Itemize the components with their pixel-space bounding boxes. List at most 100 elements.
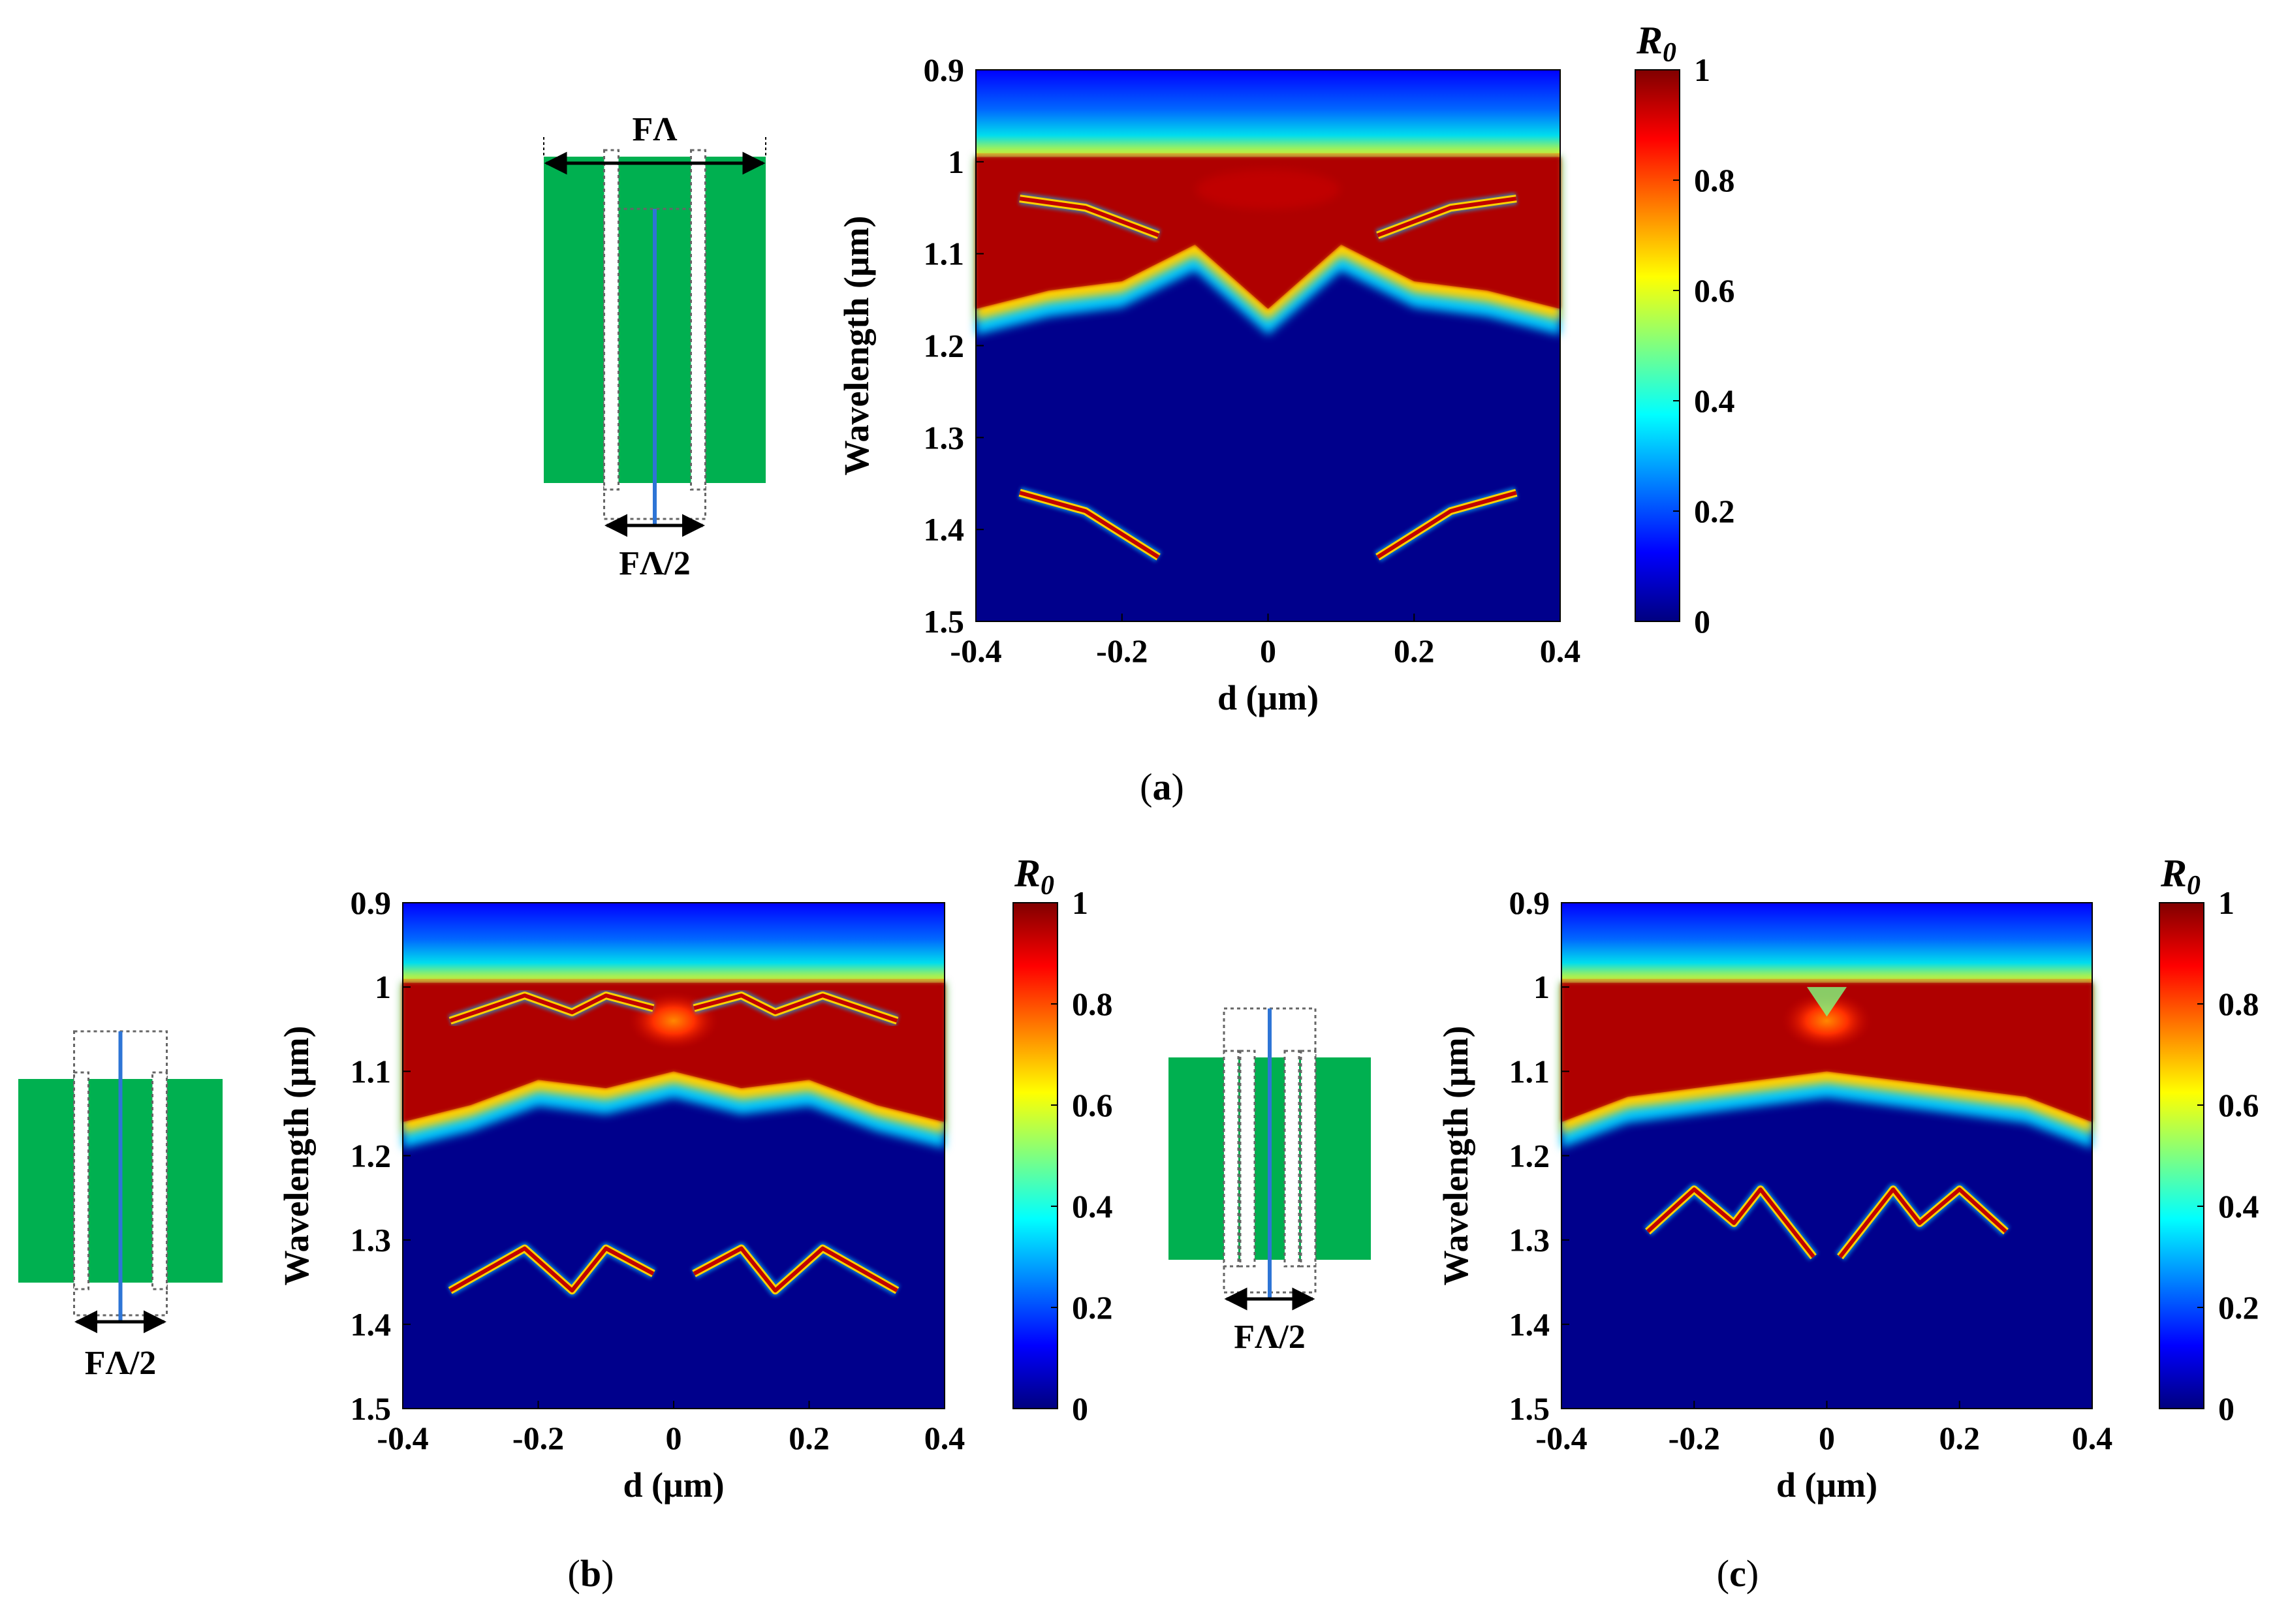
- y-tick-label: 1: [375, 969, 391, 1005]
- axes-b: -0.4 -0.2 0 0.2 0.4 0.9 1 1.1 1.2 1.3 1.4 1.5 d (μm)…: [277, 884, 965, 1505]
- half-period-label: FΛ/2: [1234, 1319, 1305, 1356]
- y-tick-label: 1.5: [1509, 1390, 1550, 1427]
- resonance-curve: [1838, 1187, 2007, 1258]
- panel-caption: (c): [1717, 1552, 1759, 1595]
- resonance-curve: [693, 993, 898, 1023]
- y-tick-label: 1: [948, 144, 964, 180]
- colorbar-title: R0: [1014, 852, 1054, 901]
- central-hot-spot: [1781, 991, 1873, 1050]
- colorbar-tick-label: 0: [1072, 1390, 1088, 1427]
- slot: [1223, 1050, 1240, 1268]
- caption-close: ): [1172, 766, 1184, 808]
- y-tick-label: 1.4: [351, 1306, 392, 1343]
- colorbar-tick-label: 0.4: [1072, 1188, 1113, 1225]
- y-tick-label: 1.3: [351, 1222, 392, 1258]
- colorbar-tick-label: 0: [1694, 603, 1710, 640]
- slot: [1300, 1050, 1317, 1268]
- colorbar-tick-label: 0.2: [1072, 1289, 1113, 1326]
- colorbar-tick-label: 0.4: [1694, 383, 1735, 419]
- resonance-curve: [1377, 196, 1517, 238]
- x-tick-label: 0.2: [789, 1420, 830, 1456]
- y-tick-label: 1.1: [1509, 1053, 1550, 1089]
- colorbar-tick-label: 0.6: [1072, 1087, 1113, 1123]
- x-tick-label: -0.4: [950, 632, 1001, 669]
- upper-transition-band: [976, 70, 1560, 157]
- axes-a: -0.4 -0.2 0 0.2 0.4 0.9 1 1.1 1.2 1.3 1.4 1.5 d (μm)…: [837, 52, 1580, 717]
- y-tick-label: 1.2: [924, 328, 965, 364]
- panel-caption: (a): [1140, 766, 1184, 808]
- x-tick-label: -0.2: [512, 1420, 564, 1456]
- x-axis-label: d (μm): [623, 1465, 724, 1505]
- axes-c: -0.4 -0.2 0 0.2 0.4 0.9 1 1.1 1.2 1.3 1.4 1.5 d (μm)…: [1436, 884, 2112, 1505]
- colorbar-title-main: R: [2160, 852, 2187, 895]
- colorbar-tick-label: 0.2: [2218, 1289, 2259, 1326]
- caption-open: (: [1717, 1552, 1729, 1595]
- caption-letter: c: [1729, 1552, 1746, 1595]
- colorbar-title-sub: 0: [1041, 871, 1054, 901]
- x-tick-label: 0.4: [2072, 1420, 2113, 1456]
- colorbar-tick-label: 0.6: [2218, 1087, 2259, 1123]
- resonance-curve: [449, 1246, 655, 1293]
- x-tick-label: 0: [1819, 1420, 1835, 1456]
- slot: [690, 149, 706, 491]
- heatmap-c: [1561, 903, 2092, 1409]
- upper-edge-line: [1561, 978, 2092, 986]
- colorbar-title-main: R: [1636, 19, 1663, 62]
- x-tick-label: -0.2: [1669, 1420, 1720, 1456]
- colorbar-title: R0: [1636, 19, 1676, 68]
- y-tick-label: 0.9: [1509, 884, 1550, 921]
- x-tick-label: 0: [666, 1420, 682, 1456]
- center-lobe: [1196, 170, 1340, 210]
- upper-transition-band: [403, 903, 945, 983]
- high-reflectance-core: [976, 157, 1560, 309]
- y-tick-label: 1.4: [1509, 1306, 1550, 1343]
- colorbar-gradient: [1012, 902, 1058, 1409]
- colorbar-tick-label: 0.6: [1694, 272, 1735, 309]
- colorbar-tick-label: 0.8: [1072, 986, 1113, 1022]
- y-tick-label: 0.9: [351, 884, 392, 921]
- y-tick-label: 1.5: [351, 1390, 392, 1427]
- colorbar-title-main: R: [1014, 852, 1041, 895]
- y-tick-label: 1.3: [924, 419, 965, 456]
- resonance-curve: [1019, 490, 1160, 559]
- structure-inset-a: FΛ/2 FΛ: [543, 111, 766, 582]
- x-axis-label: d (μm): [1217, 678, 1319, 717]
- slot: [73, 1071, 89, 1290]
- colorbar-tick-label: 0.8: [2218, 986, 2259, 1022]
- y-axis-label: Wavelength (μm): [837, 215, 876, 475]
- y-axis-label: Wavelength (μm): [1436, 1025, 1475, 1285]
- y-tick-label: 0.9: [924, 52, 965, 88]
- x-tick-label: 0.4: [1540, 632, 1581, 669]
- x-tick-label: 0.2: [1394, 632, 1435, 669]
- high-reflectance-core: [1561, 982, 2092, 1122]
- panel-b: -0.4 -0.2 0 0.2 0.4 0.9 1 1.1 1.2 1.3 1.4 1.5 d (μm)…: [18, 852, 1113, 1595]
- y-tick-label: 1.3: [1509, 1222, 1550, 1258]
- colorbar-title-sub: 0: [2187, 871, 2201, 901]
- y-tick-label: 1.4: [924, 511, 965, 548]
- y-axis-label: Wavelength (μm): [277, 1025, 316, 1285]
- high-reflectance-core: [403, 982, 945, 1122]
- structure-inset-c: FΛ/2: [1168, 1007, 1371, 1356]
- x-tick-label: 0: [1260, 632, 1276, 669]
- caption-letter: b: [580, 1552, 601, 1595]
- colorbar-tick-label: 0.4: [2218, 1188, 2259, 1225]
- resonance-curve: [1019, 196, 1159, 238]
- x-tick-label: -0.4: [1535, 1420, 1587, 1456]
- y-tick-label: 1.2: [1509, 1138, 1550, 1174]
- half-period-label: FΛ/2: [619, 545, 690, 582]
- central-notch: [1807, 987, 1847, 1017]
- upper-edge-line: [403, 978, 945, 986]
- x-tick-label: 0.4: [924, 1420, 965, 1456]
- slot: [1283, 1050, 1300, 1268]
- resonance-curve: [1376, 490, 1517, 559]
- caption-open: (: [1140, 766, 1152, 808]
- y-tick-label: 1.2: [351, 1138, 392, 1174]
- structure-inset-b: FΛ/2: [18, 1030, 223, 1382]
- resonance-curve: [449, 993, 654, 1023]
- caption-close: ): [601, 1552, 614, 1595]
- heatmap-a: [976, 70, 1560, 621]
- colorbar-tick-label: 1: [1694, 52, 1710, 88]
